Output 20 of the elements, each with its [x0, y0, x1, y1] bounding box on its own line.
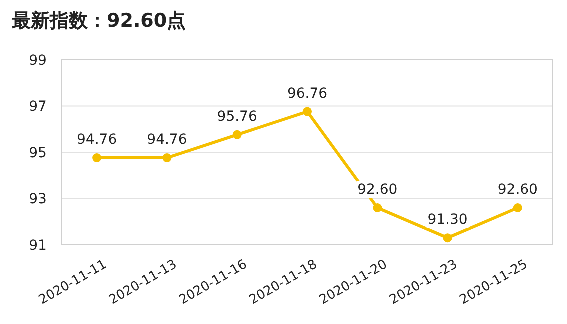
point	[162, 154, 172, 163]
point	[303, 107, 312, 116]
y-tick-label: 91	[29, 238, 47, 254]
data-label: 94.76	[77, 132, 118, 148]
data-label: 91.30	[428, 212, 468, 228]
y-tick-label: 97	[29, 99, 47, 116]
data-label: 92.60	[498, 182, 538, 198]
data-label: 94.76	[147, 132, 188, 148]
data-label: 95.76	[217, 108, 258, 125]
point	[443, 234, 452, 243]
chart-title: 最新指数：92.60点	[11, 10, 186, 32]
point	[513, 204, 522, 212]
data-label: 92.60	[358, 182, 398, 198]
y-tick-label: 99	[29, 52, 47, 69]
data-label: 96.76	[287, 86, 328, 102]
point	[232, 130, 242, 140]
point	[92, 154, 102, 163]
y-tick-label: 95	[29, 145, 47, 162]
y-tick-label: 93	[29, 192, 47, 208]
point	[373, 204, 382, 212]
